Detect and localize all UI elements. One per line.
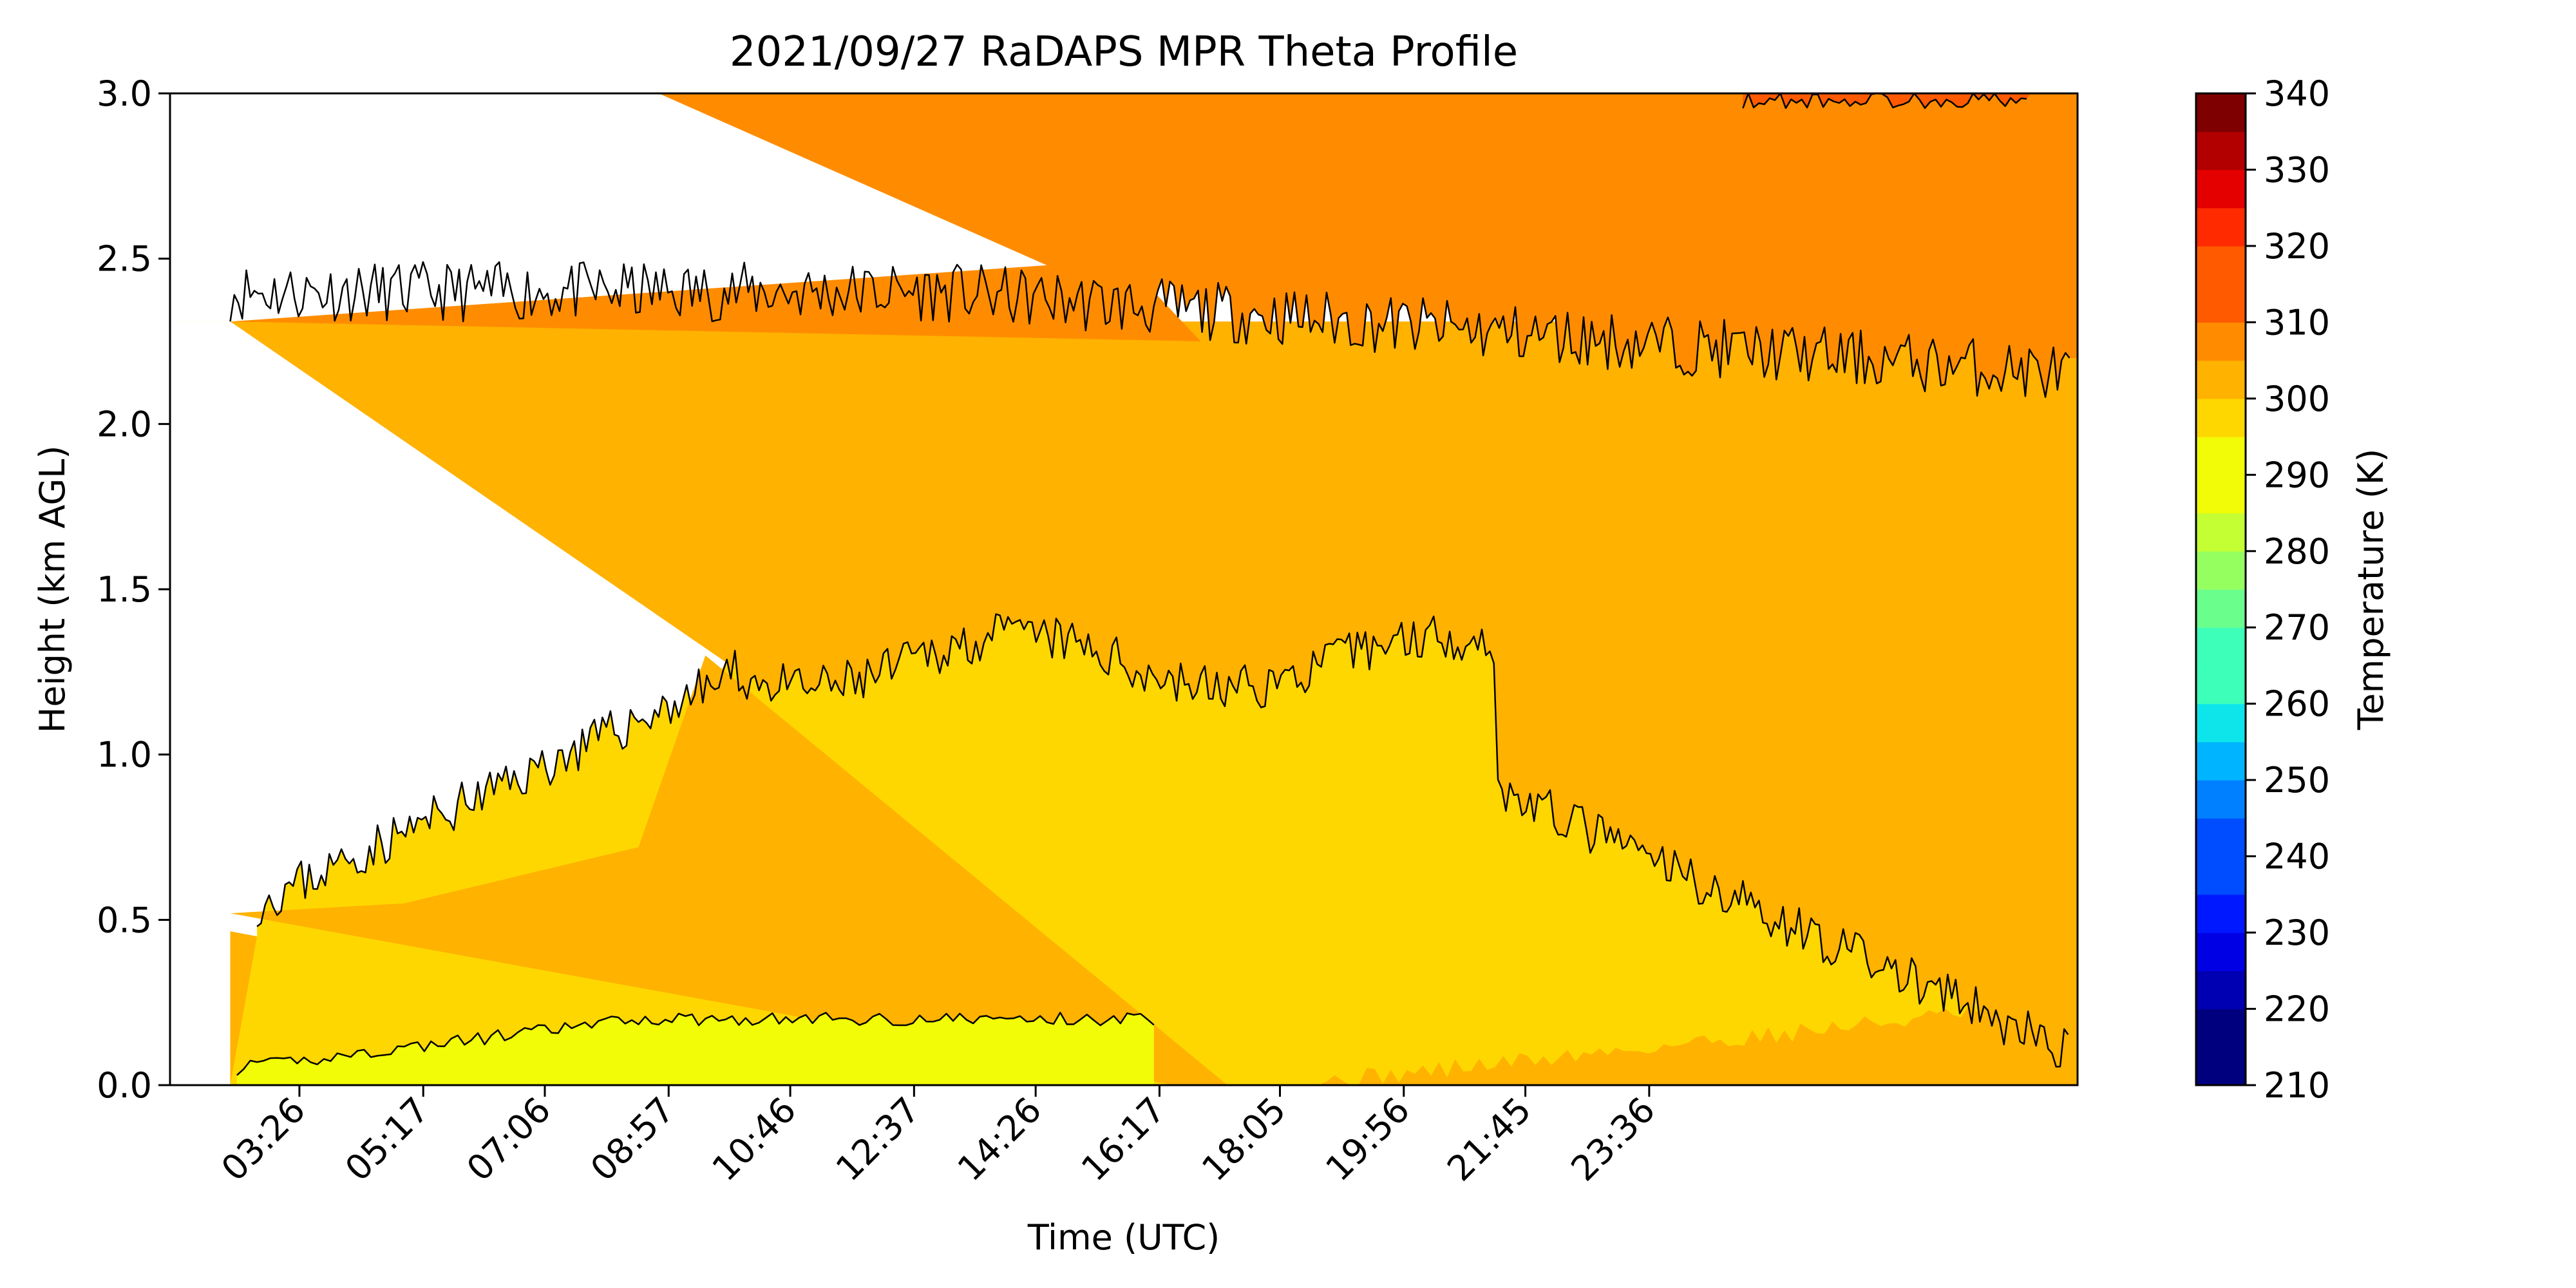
y-tick-label: 1.5 — [97, 569, 152, 610]
colorbar-tick-label: 320 — [2264, 226, 2330, 267]
colorbar-segment — [2196, 207, 2246, 247]
colorbar-tick-label: 310 — [2264, 302, 2330, 343]
region-285-290 — [236, 1012, 1154, 1085]
contour-line-mixed-layer — [256, 613, 2069, 1068]
colorbar-segment — [2196, 589, 2246, 628]
colorbar-segment — [2196, 551, 2246, 590]
y-tick-label: 0.5 — [97, 900, 152, 940]
colorbar-frame — [2195, 92, 2247, 1086]
colorbar-segment — [2196, 93, 2246, 132]
colorbar-tick-label: 220 — [2264, 989, 2330, 1030]
y-tick-label: 0.0 — [97, 1065, 152, 1106]
colorbar: 210 220 230 240 250 260 270 280 290 300 310 320 330 3… — [2195, 73, 2391, 1106]
plot-area — [169, 92, 2079, 1086]
region-295-300-surface — [1294, 997, 2078, 1085]
y-tick-label: 2.5 — [97, 239, 152, 279]
colorbar-segment — [2196, 284, 2246, 323]
colorbar-segment — [2196, 1009, 2246, 1048]
colorbar-segment — [2196, 1046, 2246, 1086]
colorbar-segment — [2196, 971, 2246, 1010]
colorbar-segment — [2196, 131, 2246, 171]
x-axis-label: Time (UTC) — [1027, 1217, 1220, 1258]
y-axis-label: Height (km AGL) — [32, 446, 73, 734]
colorbar-segment — [2196, 665, 2246, 705]
y-tick-label: 1.0 — [97, 735, 152, 775]
colorbar-segment — [2196, 818, 2246, 857]
colorbar-tick-label: 270 — [2264, 607, 2330, 648]
colorbar-segment — [2196, 627, 2246, 667]
colorbar-segment — [2196, 856, 2246, 895]
y-axis: 0.0 0.5 1.0 1.5 2.0 2.5 3.0 — [97, 73, 170, 1106]
colorbar-tick-label: 330 — [2264, 149, 2330, 190]
colorbar-tick-label: 280 — [2264, 531, 2330, 572]
colorbar-segment — [2196, 513, 2246, 552]
colorbar-tick-label: 340 — [2264, 73, 2330, 114]
colorbar-tick-label: 300 — [2264, 379, 2330, 419]
colorbar-segment — [2196, 741, 2246, 781]
y-tick-label: 3.0 — [97, 73, 152, 114]
colorbar-segment — [2196, 894, 2246, 933]
colorbar-label: Temperature (K) — [2351, 449, 2391, 731]
chart-title: 2021/09/27 RaDAPS MPR Theta Profile — [730, 28, 1518, 76]
colorbar-tick-label: 260 — [2264, 684, 2330, 724]
colorbar-segment — [2196, 437, 2246, 475]
contour-line-surface — [236, 1012, 1155, 1076]
colorbar-tick-label: 290 — [2264, 455, 2330, 495]
contour-line-top — [1742, 92, 2027, 109]
colorbar-tick-label: 240 — [2264, 837, 2330, 877]
colorbar-tick-label: 210 — [2264, 1065, 2330, 1106]
region-305-310 — [1743, 93, 2031, 109]
colorbar-segments — [2196, 93, 2246, 1086]
colorbar-segment — [2196, 245, 2246, 285]
colorbar-segment — [2196, 703, 2246, 743]
colorbar-segment — [2196, 780, 2246, 819]
colorbar-tick-label: 230 — [2264, 913, 2330, 953]
colorbar-segment — [2196, 322, 2246, 361]
region-295-300-wedge — [230, 655, 1228, 1085]
y-tick-label: 2.0 — [97, 404, 152, 444]
missing-data-upper — [170, 93, 1047, 322]
colorbar-segment — [2196, 933, 2246, 971]
contour-regions — [170, 93, 2078, 1086]
colorbar-segment — [2196, 475, 2246, 514]
colorbar-segment — [2196, 360, 2246, 399]
colorbar-segment — [2196, 169, 2246, 209]
colorbar-segment — [2196, 398, 2246, 437]
contour-line-upper — [229, 261, 2070, 398]
colorbar-ticks: 210 220 230 240 250 260 270 280 290 300 310 320 330 3… — [2246, 73, 2330, 1106]
colorbar-tick-label: 250 — [2264, 760, 2330, 800]
